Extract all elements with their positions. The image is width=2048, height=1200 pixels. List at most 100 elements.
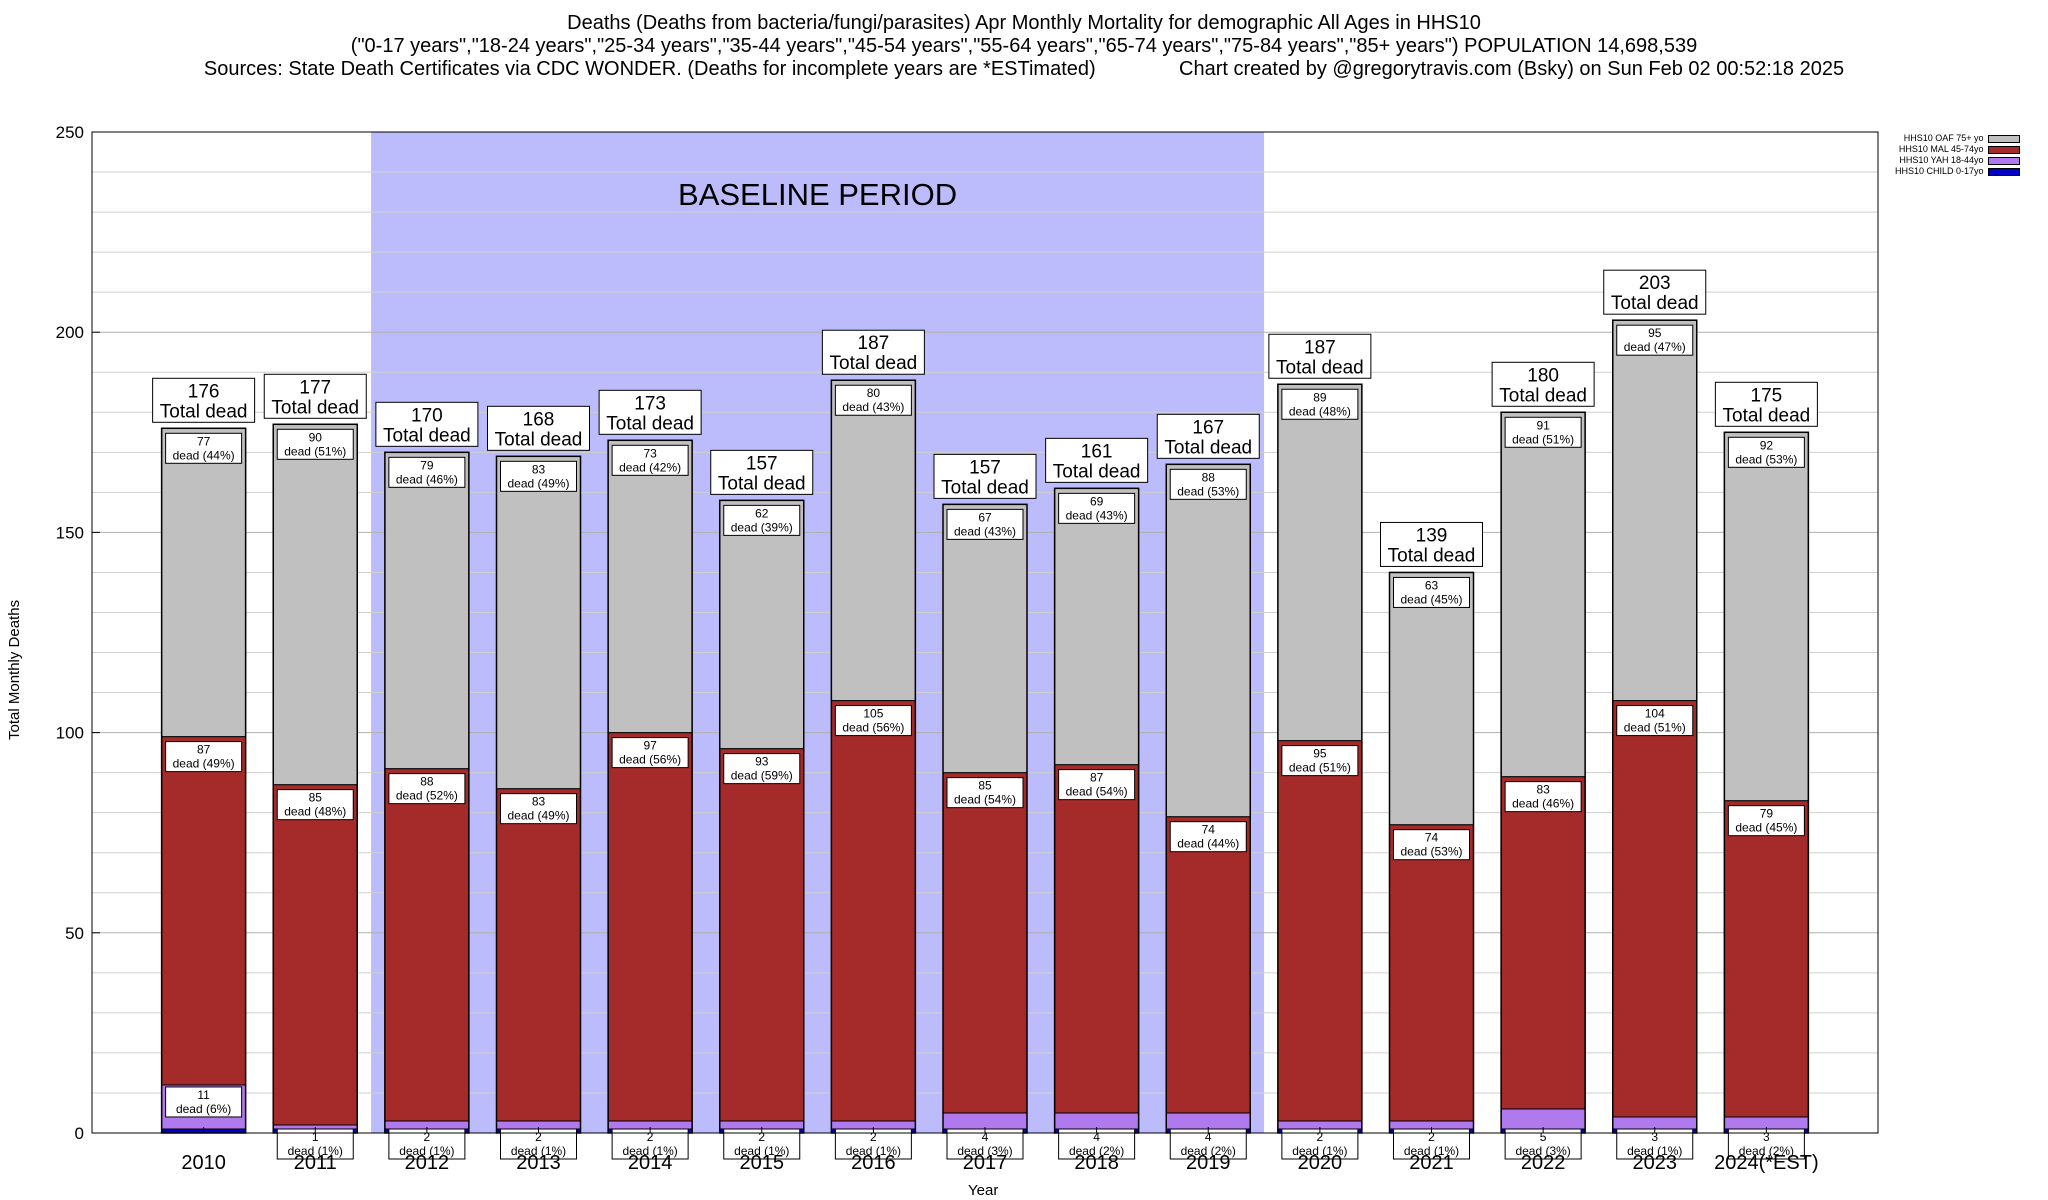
bar-segment bbox=[272, 784, 358, 1126]
x-tick-label: 2015 bbox=[740, 1152, 785, 1174]
segment-percent-label: dead (46%) bbox=[396, 472, 458, 486]
segment-value-label: 85 bbox=[978, 779, 992, 793]
segment-label-box bbox=[1393, 576, 1470, 608]
segment-value-label: 2 bbox=[870, 1130, 877, 1144]
bar-segment bbox=[1054, 487, 1140, 766]
segment-label-box bbox=[1616, 1128, 1694, 1160]
total-label-box bbox=[263, 373, 367, 419]
segment-value-label: 77 bbox=[197, 434, 211, 448]
segment-label-box bbox=[276, 428, 354, 460]
segment-value-label: 5 bbox=[1540, 1130, 1547, 1144]
segment-percent-label: dead (51%) bbox=[1512, 432, 1574, 446]
y-axis-label: Total Monthly Deaths bbox=[6, 599, 23, 740]
segment-percent-label: dead (1%) bbox=[1404, 1144, 1459, 1158]
segment-percent-label: dead (3%) bbox=[957, 1144, 1012, 1158]
total-caption-label: Total dead bbox=[1276, 357, 1364, 378]
segment-percent-label: dead (1%) bbox=[734, 1144, 789, 1158]
x-tick-label: 2010 bbox=[181, 1152, 226, 1174]
segment-value-label: 1 bbox=[312, 1130, 319, 1144]
total-caption-label: Total dead bbox=[606, 413, 694, 434]
segment-label-box bbox=[1727, 805, 1805, 837]
bar-segment bbox=[719, 499, 805, 750]
total-value-label: 203 bbox=[1639, 273, 1671, 294]
bar-segment bbox=[1389, 571, 1474, 826]
x-tick-label: 2011 bbox=[294, 1152, 337, 1174]
segment-label-box bbox=[1727, 436, 1805, 468]
segment-label-box bbox=[1504, 781, 1582, 813]
total-label-box bbox=[710, 449, 814, 495]
total-label-box bbox=[1714, 381, 1818, 427]
bar-segment bbox=[1500, 1108, 1586, 1130]
segment-value-label: 3 bbox=[1651, 1130, 1658, 1144]
x-tick-label: 2021 bbox=[1409, 1152, 1454, 1174]
segment-label-box bbox=[946, 777, 1024, 809]
segment-label-box bbox=[500, 1128, 577, 1160]
bar-segment bbox=[161, 427, 247, 738]
segment-label-box bbox=[1058, 492, 1136, 524]
legend-label: HHS10 YAH 18-44yo bbox=[1899, 155, 1984, 165]
y-tick-label: 200 bbox=[56, 323, 84, 342]
bar-segment bbox=[384, 451, 470, 770]
total-caption-label: Total dead bbox=[383, 425, 471, 446]
segment-value-label: 2 bbox=[1317, 1130, 1324, 1144]
bar-segment bbox=[1054, 1112, 1140, 1130]
segment-value-label: 95 bbox=[1648, 326, 1662, 340]
segment-percent-label: dead (53%) bbox=[1735, 452, 1797, 466]
segment-value-label: 4 bbox=[982, 1130, 989, 1144]
y-tick-label: 150 bbox=[56, 523, 84, 542]
segment-percent-label: dead (1%) bbox=[288, 1144, 343, 1158]
segment-value-label: 69 bbox=[1090, 494, 1104, 508]
plot-frame bbox=[91, 131, 1879, 1134]
total-caption-label: Total dead bbox=[941, 477, 1029, 498]
segment-percent-label: dead (43%) bbox=[842, 400, 904, 414]
total-caption-label: Total dead bbox=[1164, 437, 1252, 458]
segment-label-box bbox=[1058, 769, 1136, 801]
segment-value-label: 85 bbox=[309, 791, 323, 805]
total-value-label: 180 bbox=[1527, 365, 1559, 386]
bar-segment bbox=[607, 732, 693, 1122]
total-caption-label: Total dead bbox=[1611, 293, 1699, 314]
x-tick-label: 2023 bbox=[1633, 1152, 1678, 1174]
segment-percent-label: dead (51%) bbox=[284, 444, 346, 458]
bar-segment bbox=[1277, 740, 1363, 1122]
total-caption-label: Total dead bbox=[1388, 545, 1476, 566]
legend-label: HHS10 OAF 75+ yo bbox=[1903, 133, 1984, 143]
bar-segment bbox=[830, 379, 916, 702]
segment-percent-label: dead (39%) bbox=[731, 520, 793, 534]
segment-percent-label: dead (53%) bbox=[1177, 484, 1239, 498]
segment-label-box bbox=[165, 741, 243, 773]
total-caption-label: Total dead bbox=[271, 397, 359, 418]
x-tick-label: 2018 bbox=[1074, 1152, 1119, 1174]
baseline-period-label: BASELINE PERIOD bbox=[678, 177, 957, 212]
segment-percent-label: dead (2%) bbox=[1739, 1144, 1794, 1158]
segment-label-box bbox=[1281, 1128, 1359, 1160]
segment-percent-label: dead (6%) bbox=[176, 1102, 231, 1116]
bar-segment bbox=[830, 700, 916, 1122]
segment-percent-label: dead (1%) bbox=[511, 1144, 566, 1158]
total-label-box bbox=[1380, 521, 1483, 567]
total-caption-label: Total dead bbox=[1053, 461, 1141, 482]
segment-label-box bbox=[1504, 416, 1582, 448]
x-axis-label: Year bbox=[968, 1182, 999, 1199]
segment-value-label: 3 bbox=[1763, 1130, 1770, 1144]
segment-percent-label: dead (56%) bbox=[619, 753, 681, 767]
chart-subtitle: ("0-17 years","18-24 years","25-34 years… bbox=[350, 35, 1698, 57]
segment-value-label: 104 bbox=[1645, 707, 1665, 721]
y-tick-label: 100 bbox=[56, 724, 84, 743]
total-value-label: 157 bbox=[746, 453, 778, 474]
segment-label-box bbox=[276, 1128, 354, 1160]
bar-segment bbox=[942, 503, 1028, 774]
segment-label-box bbox=[946, 508, 1024, 540]
segment-percent-label: dead (1%) bbox=[1627, 1144, 1682, 1158]
total-label-box bbox=[1491, 361, 1595, 407]
bar-segment bbox=[1723, 800, 1809, 1118]
segment-label-box bbox=[388, 1128, 466, 1160]
chart-source-credit: Sources: State Death Certificates via CD… bbox=[203, 58, 1845, 80]
total-value-label: 161 bbox=[1081, 441, 1113, 462]
segment-percent-label: dead (51%) bbox=[1624, 721, 1686, 735]
total-value-label: 176 bbox=[188, 381, 220, 402]
segment-label-box bbox=[388, 456, 466, 488]
segment-percent-label: dead (42%) bbox=[619, 460, 681, 474]
segment-value-label: 2 bbox=[424, 1130, 431, 1144]
